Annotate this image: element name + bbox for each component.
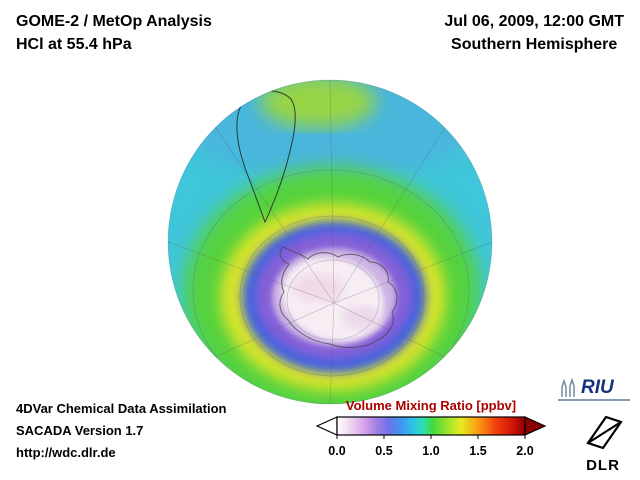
figure-datetime: Jul 06, 2009, 12:00 GMT (444, 13, 624, 30)
colorbar-tick-label: 2.0 (516, 444, 534, 458)
colorbar (315, 416, 547, 439)
field-core-pink-mottle (292, 274, 344, 302)
field-top-rim-patch (260, 80, 376, 128)
colorbar-title: Volume Mixing Ratio [ppbv] (345, 398, 517, 413)
figure-hemisphere: Southern Hemisphere (451, 36, 618, 53)
riu-logo-text: RIU (581, 377, 614, 398)
figure-title: GOME-2 / MetOp Analysis (16, 13, 212, 30)
antarctica-coastline (279, 246, 398, 348)
version-label: SACADA Version 1.7 (16, 423, 144, 438)
colorbar-ticks (336, 435, 526, 439)
colorbar-tick-label: 0.5 (375, 444, 393, 458)
south-america-coastline (236, 90, 296, 224)
url-label: http://wdc.dlr.de (16, 445, 116, 460)
footer-credits: 4DVar Chemical Data Assimilation SACADA … (16, 398, 227, 464)
dlr-logo: DLR (574, 412, 632, 474)
field-core-pink-mottle (342, 306, 382, 330)
graticule (168, 80, 492, 404)
header-right: Jul 06, 2009, 12:00 GMT Southern Hemisph… (444, 10, 624, 56)
figure-subtitle: HCl at 55.4 hPa (16, 36, 132, 53)
colorbar-tick-label: 1.5 (469, 444, 487, 458)
dlr-logo-text: DLR (586, 457, 620, 474)
header-left: GOME-2 / MetOp Analysis HCl at 55.4 hPa (16, 10, 212, 56)
colorbar-left-arrow (315, 416, 338, 436)
colorbar-tick-label: 0.0 (328, 444, 346, 458)
globe-rim (167, 79, 493, 405)
colorbar-tick-label: 1.0 (422, 444, 440, 458)
dlr-emblem-icon (586, 415, 623, 450)
riu-cathedral-icon (561, 378, 575, 397)
assimilation-label: 4DVar Chemical Data Assimilation (16, 401, 227, 416)
riu-logo: RIU (558, 378, 630, 401)
colorbar-gradient-bar (336, 416, 526, 436)
colorbar-right-arrow (524, 416, 547, 436)
